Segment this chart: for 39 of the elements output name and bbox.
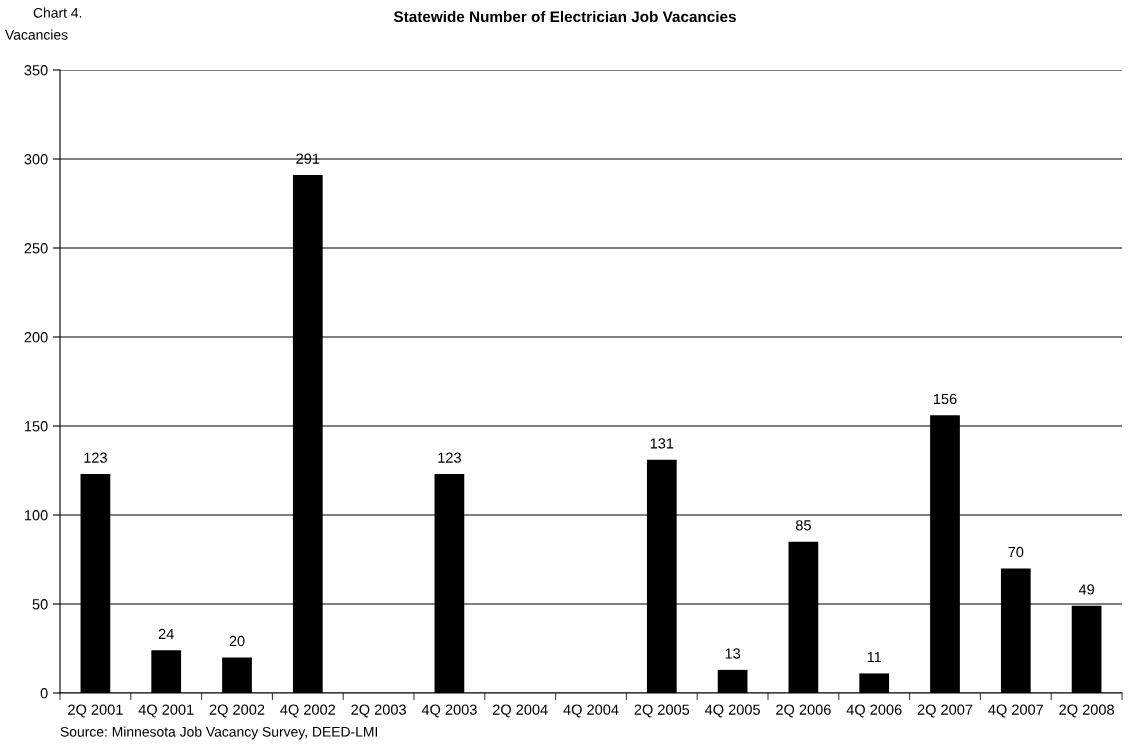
y-tick-label: 0 bbox=[40, 688, 48, 699]
data-label: 156 bbox=[933, 393, 957, 405]
x-tick-label: 2Q 2004 bbox=[492, 704, 548, 718]
data-label: 131 bbox=[650, 438, 674, 449]
x-tick-label: 4Q 2006 bbox=[846, 704, 902, 718]
data-label: 291 bbox=[296, 153, 320, 164]
y-tick-label: 150 bbox=[24, 421, 48, 432]
x-tick-label: 2Q 2002 bbox=[209, 704, 265, 718]
y-tick-label: 300 bbox=[24, 154, 48, 165]
data-label: 49 bbox=[1078, 584, 1095, 595]
data-label: 11 bbox=[867, 652, 882, 663]
y-axis-title: Vacancies bbox=[5, 29, 68, 40]
y-tick-label: 100 bbox=[24, 510, 48, 521]
x-tick-label: 4Q 2007 bbox=[988, 704, 1044, 718]
x-tick-label: 2Q 2001 bbox=[68, 704, 123, 718]
x-tick-label: 4Q 2003 bbox=[421, 704, 477, 718]
x-tick-label: 2Q 2007 bbox=[917, 704, 973, 718]
x-tick-label: 4Q 2004 bbox=[563, 704, 619, 718]
x-tick-label: 2Q 2006 bbox=[776, 704, 831, 718]
x-tick-label: 4Q 2005 bbox=[704, 704, 760, 718]
data-label: 123 bbox=[84, 452, 107, 463]
data-label: 13 bbox=[725, 648, 741, 659]
x-tick-label: 2Q 2003 bbox=[351, 704, 406, 718]
x-tick-label: 4Q 2001 bbox=[138, 704, 194, 718]
y-tick-label: 200 bbox=[24, 332, 48, 343]
data-label: 123 bbox=[438, 452, 461, 463]
source-note: Source: Minnesota Job Vacancy Survey, DEED-LMI bbox=[60, 726, 378, 740]
y-tick-label: 50 bbox=[32, 599, 48, 610]
x-tick-label: 2Q 2008 bbox=[1059, 704, 1114, 718]
x-tick-label: 2Q 2005 bbox=[634, 704, 690, 718]
data-label: 70 bbox=[1008, 546, 1024, 558]
y-tick-label: 250 bbox=[24, 243, 48, 254]
caption: Chart 4. bbox=[33, 7, 82, 18]
data-label: 24 bbox=[158, 628, 174, 639]
chart-title: Statewide Number of Electrician Job Vacancies bbox=[393, 10, 736, 23]
x-tick-label: 4Q 2002 bbox=[280, 704, 336, 718]
data-label: 20 bbox=[229, 635, 245, 647]
y-tick-label: 350 bbox=[24, 65, 48, 76]
data-label: 85 bbox=[795, 520, 811, 531]
